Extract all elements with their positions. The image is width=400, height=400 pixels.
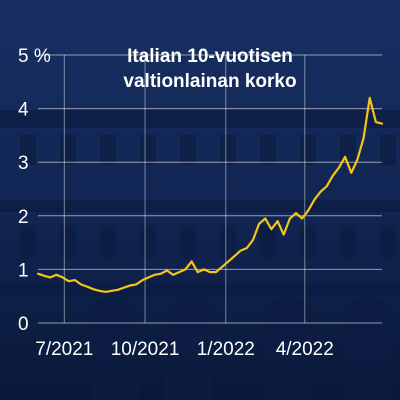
- x-tick-label-3: 4/2022: [276, 339, 334, 360]
- chart-title-line-2: valtionlainan korko: [123, 71, 297, 92]
- y-tick-label-3: 3: [18, 153, 29, 174]
- series-group: [36, 96, 384, 293]
- y-tick-label-4: 4: [18, 100, 29, 121]
- series-line-0: [36, 96, 384, 293]
- y-tick-label-1: 1: [18, 260, 29, 281]
- y-axis-ticks: 0 1 2 3 4 5 %: [18, 46, 51, 335]
- y-tick-label-0: 0: [18, 314, 29, 335]
- x-tick-label-1: 10/2021: [111, 339, 180, 360]
- chart-title: Italian 10-vuotisen valtionlainan korko: [90, 44, 330, 94]
- gridlines: [38, 54, 382, 324]
- x-tick-label-2: 1/2022: [197, 339, 255, 360]
- y-tick-label-5: 5 %: [18, 46, 51, 67]
- chart-title-line-1: Italian 10-vuotisen: [127, 46, 293, 67]
- building-silhouette: [0, 110, 400, 400]
- x-tick-label-0: 7/2021: [35, 339, 93, 360]
- y-tick-label-2: 2: [18, 207, 29, 228]
- x-axis-ticks: 7/2021 10/2021 1/2022 4/2022: [35, 339, 334, 360]
